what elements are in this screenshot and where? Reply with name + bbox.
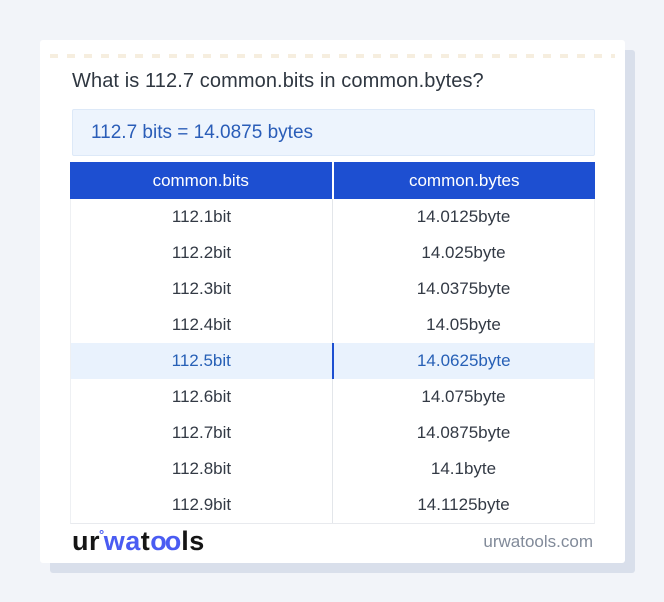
table-row[interactable]: 112.6bit 14.075byte [71, 379, 594, 415]
table-row[interactable]: 112.4bit 14.05byte [71, 307, 594, 343]
table-cell-bytes[interactable]: 14.1125byte [417, 495, 510, 514]
table-row[interactable]: 112.9bit 14.1125byte [71, 487, 594, 523]
table-cell-bytes[interactable]: 14.0375byte [416, 279, 511, 298]
table-row[interactable]: 112.2bit 14.025byte [71, 235, 594, 271]
table-header: common.bits common.bytes [70, 162, 595, 199]
table-cell-bits[interactable]: 112.7bit [71, 415, 333, 451]
table-cell-bytes[interactable]: 14.0125byte [416, 207, 511, 226]
urwatools-logo[interactable]: ur°watools [72, 528, 205, 555]
table-row[interactable]: 112.7bit 14.0875byte [71, 415, 594, 451]
card-footer: ur°watools urwatools.com [40, 524, 625, 563]
table-cell-bytes[interactable]: 14.0875byte [416, 423, 511, 442]
table-cell-bits[interactable]: 112.6bit [71, 379, 333, 415]
table-cell-bits[interactable]: 112.1bit [71, 199, 333, 235]
site-domain-link[interactable]: urwatools.com [483, 531, 593, 551]
table-cell-bits[interactable]: 112.4bit [71, 307, 333, 343]
table-row[interactable]: 112.5bit 14.0625byte [71, 343, 594, 379]
page-title: What is 112.7 common.bits in common.byte… [72, 70, 484, 92]
table-cell-bytes[interactable]: 14.05byte [426, 315, 501, 334]
answer-text: 112.7 bits = 14.0875 bytes [91, 121, 314, 143]
table-row[interactable]: 112.8bit 14.1byte [71, 451, 594, 487]
table-cell-bytes[interactable]: 14.0625byte [416, 351, 511, 370]
column-header-bits: common.bits [70, 162, 334, 199]
logo-part-ur: ur [72, 526, 100, 556]
logo-degree-mark: ° [99, 527, 105, 542]
logo-part-oo: oo [150, 526, 181, 556]
column-header-bytes: common.bytes [408, 170, 520, 190]
table-cell-bits[interactable]: 112.9bit [71, 487, 333, 523]
table-cell-bits[interactable]: 112.2bit [71, 235, 333, 271]
table-cell-bits[interactable]: 112.5bit [71, 343, 334, 379]
decorative-dash-pattern [50, 54, 615, 58]
table-cell-bits[interactable]: 112.3bit [71, 271, 333, 307]
logo-part-ls: ls [181, 526, 205, 556]
table-row[interactable]: 112.3bit 14.0375byte [71, 271, 594, 307]
logo-part-t: t [140, 526, 151, 556]
table-body: 112.1bit 14.0125byte 112.2bit 14.025byte… [70, 199, 595, 524]
table-cell-bytes[interactable]: 14.075byte [421, 387, 506, 406]
conversion-table: common.bits common.bytes 112.1bit 14.012… [70, 162, 595, 524]
logo-part-wa: wa [103, 526, 141, 556]
table-cell-bytes[interactable]: 14.025byte [421, 243, 506, 262]
conversion-card: What is 112.7 common.bits in common.byte… [40, 40, 625, 563]
table-cell-bits[interactable]: 112.8bit [71, 451, 333, 487]
table-row[interactable]: 112.1bit 14.0125byte [71, 199, 594, 235]
table-cell-bytes[interactable]: 14.1byte [430, 459, 497, 478]
answer-box: 112.7 bits = 14.0875 bytes [72, 109, 595, 156]
